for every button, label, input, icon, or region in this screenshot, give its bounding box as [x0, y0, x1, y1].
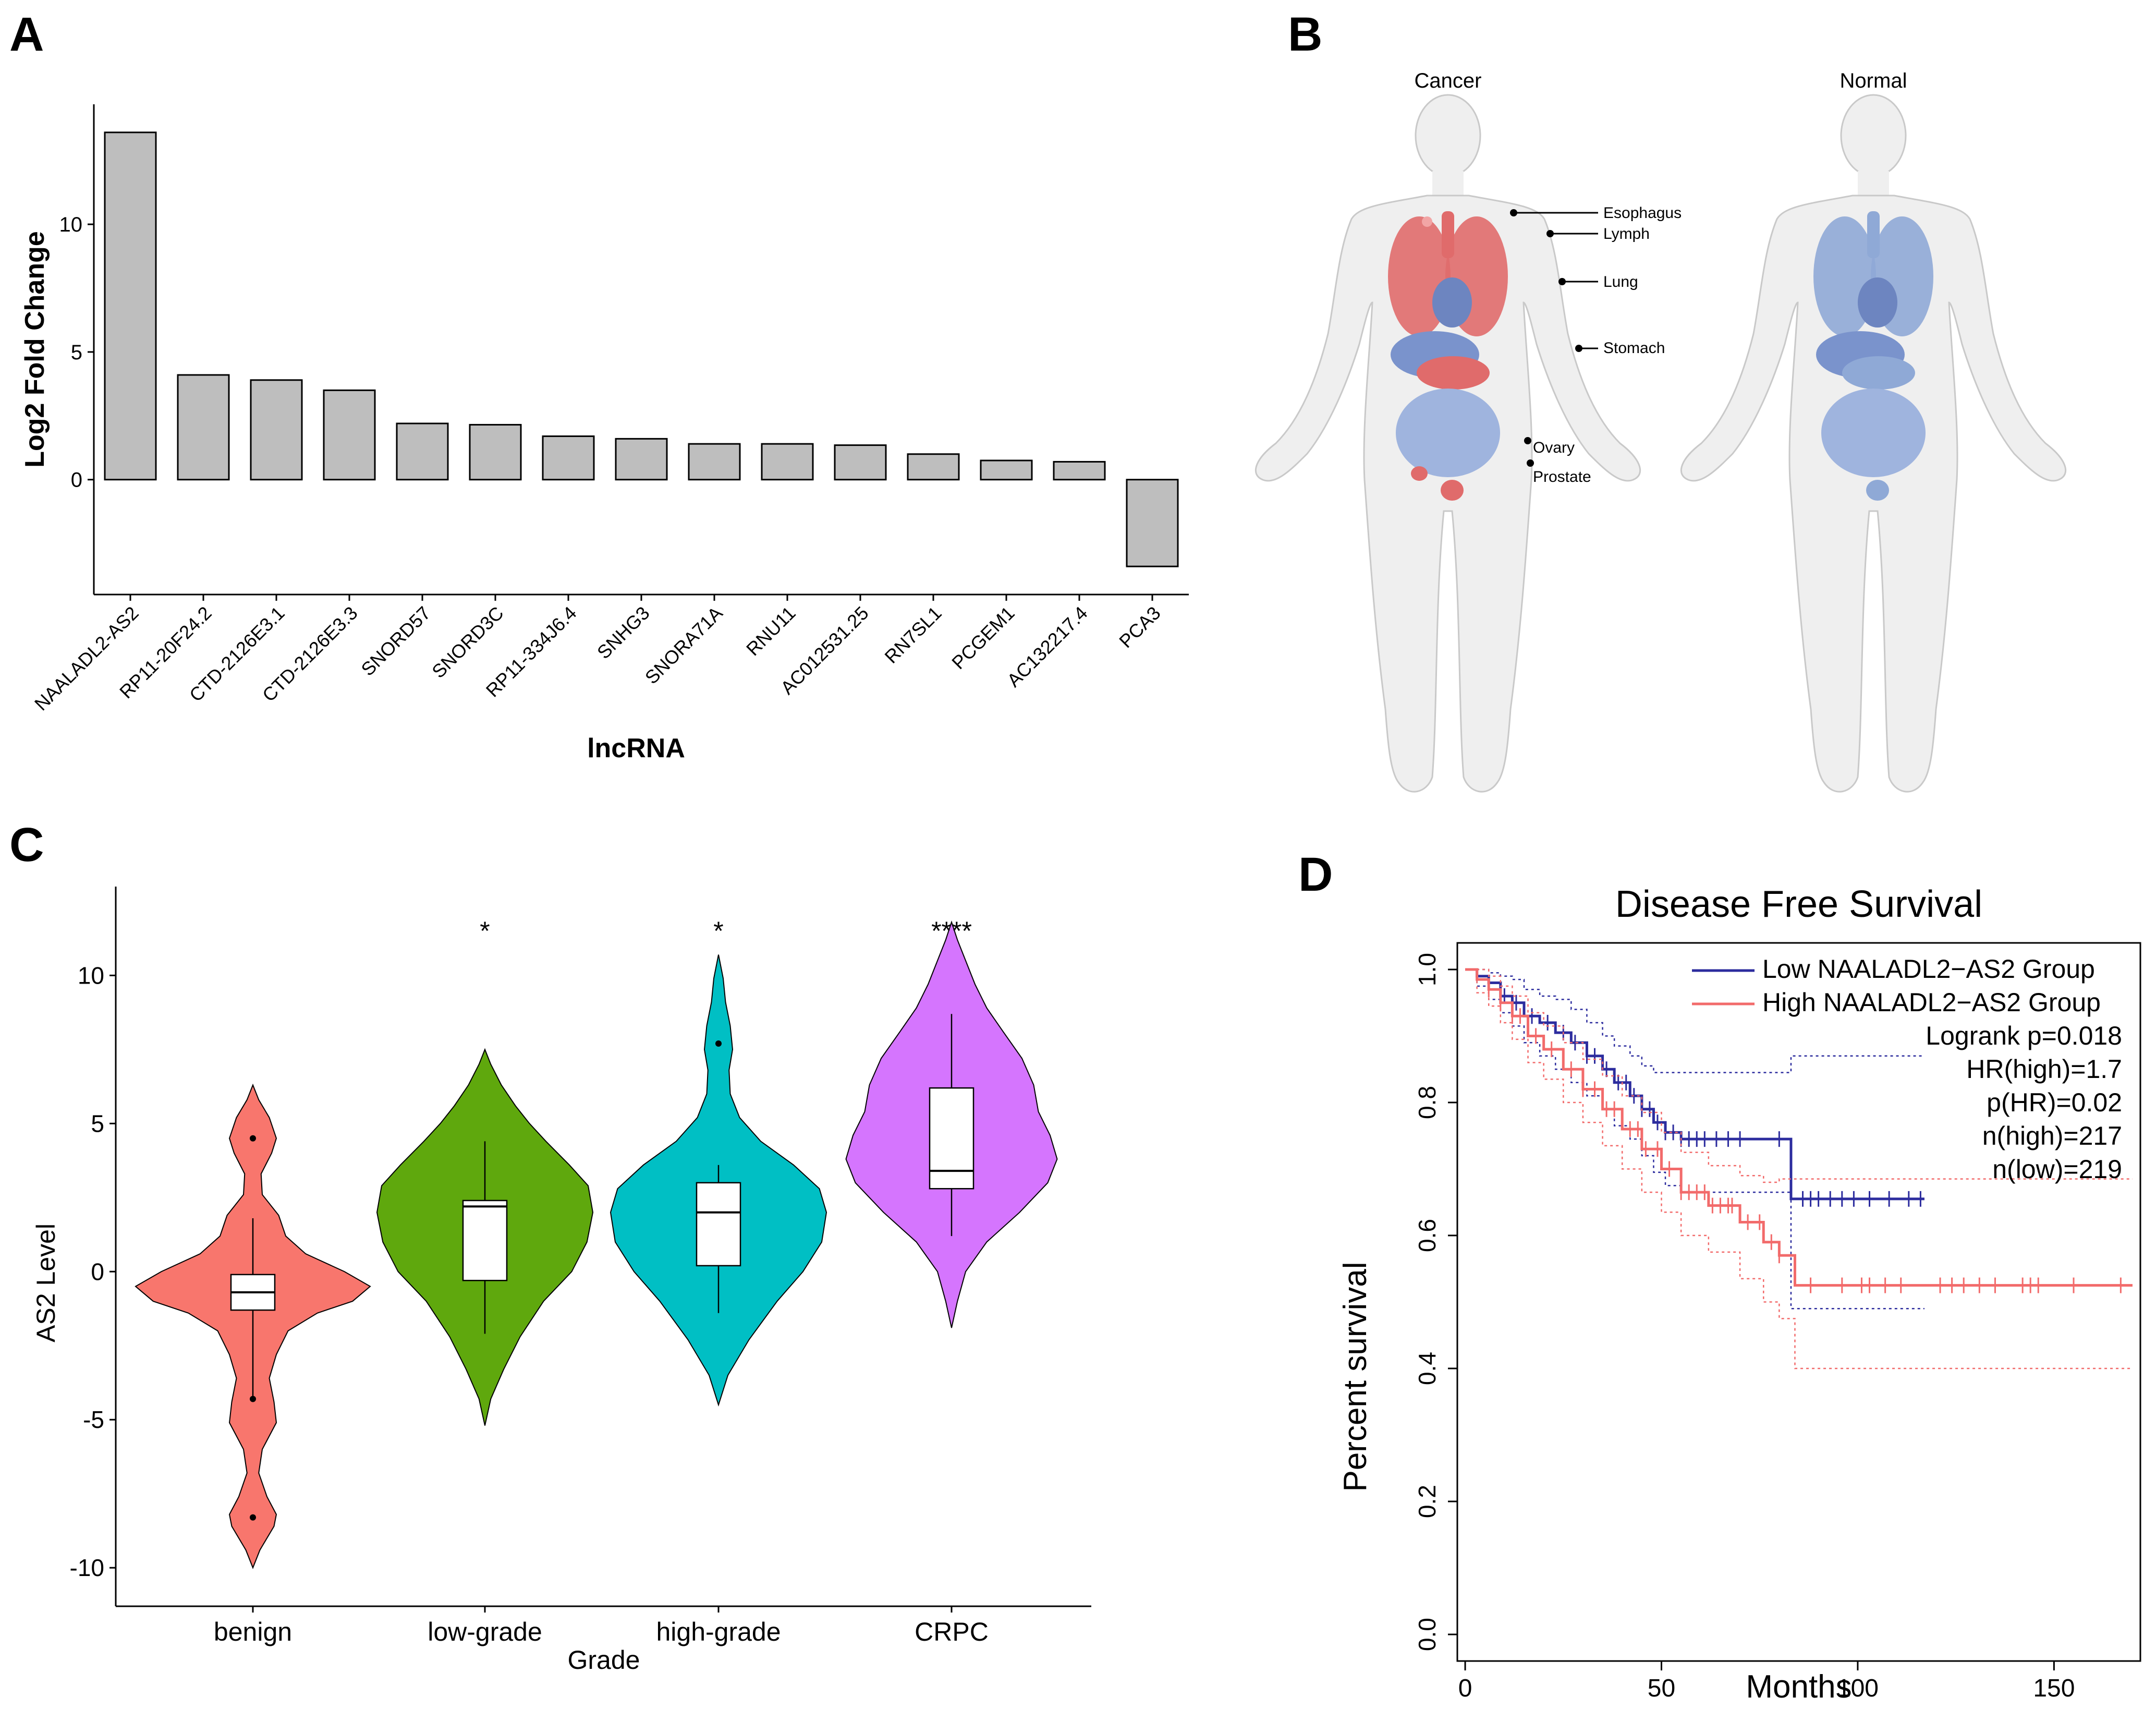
bar [1053, 460, 1106, 481]
violin-x-tick-label: low-grade [428, 1617, 542, 1646]
panel-letter-b: B [1288, 8, 1323, 61]
violin-significance: **** [931, 916, 972, 946]
panel-letter-a: A [9, 8, 44, 61]
survival-stat-label: HR(high)=1.7 [1966, 1055, 2122, 1084]
bar [542, 435, 595, 481]
bar-chart-x-axis-label: lncRNA [587, 733, 685, 763]
survival-chart: Disease Free Survival 0.0 0.2 0.4 0.6 0.8 1.0… [1337, 883, 2141, 1705]
violin-outlier [250, 1396, 256, 1402]
survival-ci-upper [1465, 968, 2133, 1183]
survival-stat-label: Logrank p=0.018 [1926, 1021, 2122, 1050]
label-lung: Lung [1603, 273, 1638, 290]
label-prostate: Prostate [1533, 468, 1591, 486]
label-stomach: Stomach [1603, 340, 1665, 357]
bar [396, 422, 449, 481]
violin-significance: * [713, 916, 723, 946]
violin-box [462, 1199, 508, 1281]
survival-ci-lower [1465, 968, 2133, 1369]
bar-chart-x-tick-label: RNU11 [742, 602, 800, 660]
violin-x-axis-label: Grade [568, 1645, 640, 1675]
bar-chart-x-tick-label: SNORD3C [428, 602, 507, 682]
survival-y-tick-label: 0.6 [1414, 1219, 1441, 1252]
violin-x-tick-label: CRPC [915, 1617, 989, 1646]
survival-title: Disease Free Survival [1615, 883, 1982, 925]
survival-plot-frame [1456, 942, 2141, 1662]
survival-y-tick-label: 0.2 [1414, 1485, 1441, 1518]
cancer-body-figure [1254, 94, 1641, 793]
survival-y-tick-label: 0.0 [1414, 1618, 1441, 1651]
survival-x-tick-label: 150 [2033, 1675, 2075, 1702]
bar-chart-y-tick-label: 5 [71, 341, 82, 364]
survival-stat-label: n(high)=217 [1982, 1121, 2122, 1150]
label-esophagus: Esophagus [1603, 204, 1682, 222]
bar-chart-x-tick-label: PCA3 [1115, 602, 1164, 652]
survival-legend-label: High NAALADL2−AS2 Group [1762, 988, 2101, 1017]
bar [907, 453, 960, 481]
bar [615, 438, 668, 481]
survival-y-tick-label: 0.8 [1414, 1086, 1441, 1119]
violin-outlier [715, 1040, 722, 1047]
bar [177, 374, 230, 481]
violin-outlier [250, 1514, 256, 1521]
violin-chart-as2: -10 -5 0 5 10 benign low-grade high-grade CRPC *… [31, 887, 1091, 1675]
body-map-illustration: Cancer Normal Esophagus Lymph Lung Stoma… [1254, 69, 2067, 793]
bar-chart-y-axis-label: Log2 Fold Change [20, 231, 50, 468]
survival-x-tick-label: 50 [1648, 1675, 1675, 1702]
violin-y-tick-label: 5 [91, 1110, 104, 1137]
violin-box [696, 1182, 741, 1267]
bar [688, 443, 741, 481]
leader-dot [1527, 459, 1534, 467]
leader-dot [1524, 437, 1531, 444]
normal-body-figure [1680, 94, 2067, 793]
violin-y-tick-label: 10 [78, 962, 104, 989]
bar [980, 459, 1033, 481]
survival-y-axis-label: Percent survival [1337, 1262, 1373, 1492]
bar [323, 389, 376, 481]
survival-x-axis-label: Months [1746, 1669, 1852, 1705]
bar [104, 131, 157, 481]
violin-x-tick-label: high-grade [656, 1617, 781, 1646]
violin-significance: * [480, 916, 490, 946]
normal-title: Normal [1840, 69, 1907, 92]
survival-y-tick-label: 0.4 [1414, 1352, 1441, 1385]
survival-ci-lower [1465, 968, 1924, 1310]
violin-y-tick-label: -10 [70, 1554, 104, 1581]
survival-ci-upper [1465, 968, 1924, 1073]
bar-chart-x-tick-label: RN7SL1 [880, 602, 945, 668]
bar-chart-x-tick-label: PCGEM1 [947, 602, 1019, 674]
violin-y-tick-label: -5 [83, 1406, 104, 1433]
violin-y-axis-label: AS2 Level [31, 1223, 60, 1342]
bar [1126, 479, 1179, 567]
bar-chart-x-tick-label: SNORD57 [357, 602, 434, 680]
violin-outlier [250, 1135, 256, 1142]
label-ovary: Ovary [1533, 439, 1575, 456]
violin-y-tick-label: 0 [91, 1258, 104, 1285]
survival-x-tick-label: 0 [1458, 1675, 1472, 1702]
bar [834, 444, 887, 481]
violin-box [929, 1087, 975, 1190]
survival-stat-label: n(low)=219 [1992, 1155, 2122, 1184]
survival-legend: Low NAALADL2−AS2 Group High NAALADL2−AS2 … [1692, 954, 2122, 1184]
bar-chart-y-tick-label: 10 [59, 213, 83, 236]
bar [469, 423, 522, 481]
panel-letter-d: D [1298, 848, 1333, 901]
bar-chart-x-tick-label: SNHG3 [593, 602, 654, 663]
bar-chart-y-tick-label: 0 [71, 469, 82, 492]
label-lymph: Lymph [1603, 225, 1650, 243]
bar [250, 379, 303, 481]
survival-y-tick-label: 1.0 [1414, 953, 1441, 986]
panel-letter-c: C [9, 818, 44, 871]
bar [761, 443, 814, 481]
cancer-title: Cancer [1415, 69, 1482, 92]
bar-chart-x-tick-label: SNORA71A [641, 602, 727, 688]
violin-x-tick-label: benign [214, 1617, 292, 1646]
survival-stat-label: p(HR)=0.02 [1987, 1088, 2122, 1117]
survival-x-tick-label: 100 [1837, 1675, 1879, 1702]
survival-legend-label: Low NAALADL2−AS2 Group [1762, 954, 2095, 984]
